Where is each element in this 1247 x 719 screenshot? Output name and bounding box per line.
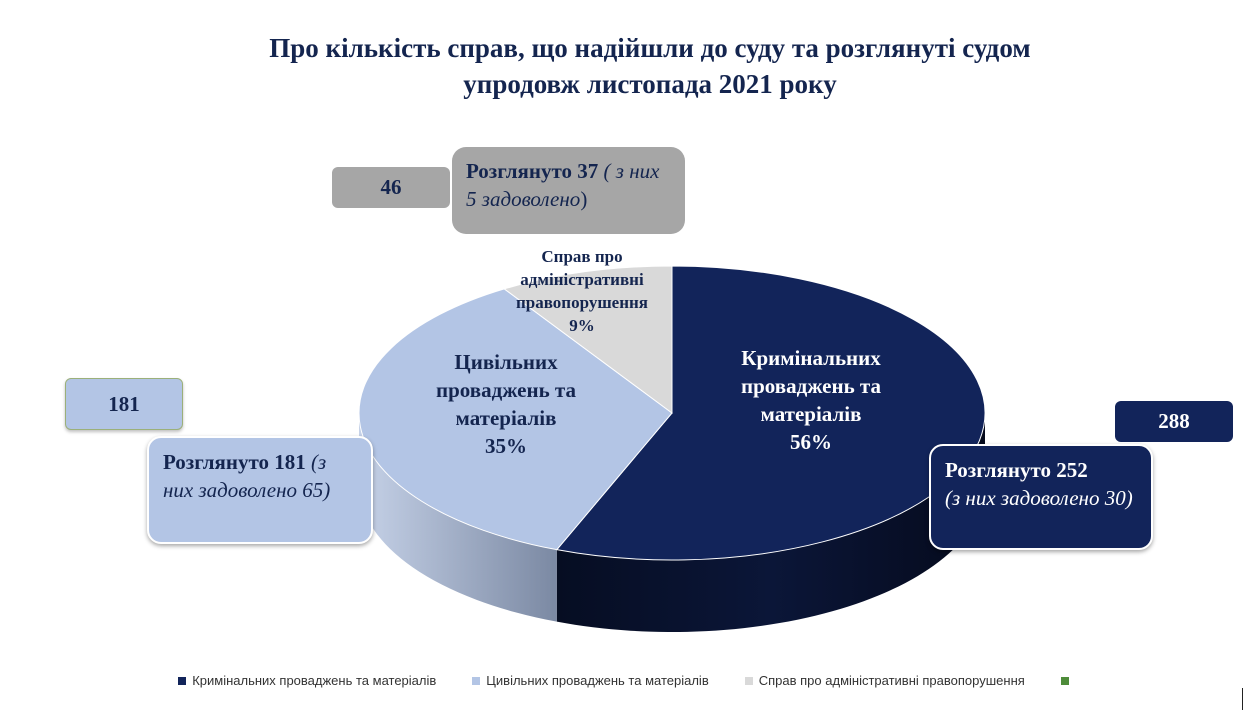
- chart-title: Про кількість справ, що надійшли до суду…: [150, 30, 1150, 102]
- civil-reviewed-callout: Розглянуто 181 (з них задоволено 65): [147, 436, 373, 544]
- chart-title-line-2: упродовж листопада 2021 року: [463, 69, 837, 99]
- legend-item-civil: Цивільних проваджень та матеріалів: [472, 673, 709, 688]
- admin-note-open: ( з: [598, 159, 624, 183]
- admin-count: 46: [380, 175, 402, 199]
- criminal-note: (з них задоволено 30): [945, 486, 1133, 510]
- slice-label-criminal: Кримінальних проваджень та матеріалів 56%: [741, 346, 882, 454]
- legend-item-admin: Справ про адміністративні правопорушення: [744, 673, 1025, 688]
- civil-note: них задоволено 65): [163, 478, 331, 502]
- legend-label-civil: Цивільних проваджень та матеріалів: [486, 673, 709, 688]
- criminal-reviewed-callout: Розглянуто 252 (з них задоволено 30): [929, 444, 1153, 550]
- criminal-reviewed: Розглянуто 252: [945, 458, 1088, 482]
- civil-note-open: (з: [305, 450, 327, 474]
- legend-swatch-admin: [744, 676, 753, 685]
- legend-swatch-criminal: [178, 676, 187, 685]
- criminal-count: 288: [1158, 409, 1190, 433]
- criminal-count-box: 288: [1115, 401, 1233, 442]
- admin-reviewed-callout: Розглянуто 37 ( з них 5 задоволено): [452, 147, 685, 234]
- slice-civil: [358, 288, 673, 551]
- admin-reviewed: Розглянуто 37: [466, 159, 599, 183]
- civil-count: 181: [108, 391, 140, 416]
- slice-label-admin: Справ про адміністративні правопорушення 9%: [516, 247, 648, 335]
- legend: Кримінальних проваджень та матеріалів Ци…: [0, 673, 1247, 688]
- civil-reviewed: Розглянуто 181: [163, 450, 306, 474]
- legend-swatch-civil: [472, 676, 481, 685]
- admin-note: них 5 задоволено: [466, 159, 660, 211]
- legend-swatch-extra: [1060, 676, 1069, 685]
- admin-count-box: 46: [332, 167, 450, 208]
- slice-label-civil: Цивільних проваджень та матеріалів 35%: [436, 350, 577, 458]
- slice-admin: [503, 265, 673, 414]
- slice-side-criminal: [556, 413, 985, 632]
- civil-count-box: 181: [65, 378, 183, 430]
- text-cursor: [1242, 688, 1243, 710]
- legend-label-admin: Справ про адміністративні правопорушення: [758, 673, 1025, 688]
- chart-title-line-1: Про кількість справ, що надійшли до суду…: [269, 33, 1031, 63]
- legend-item-extra: [1060, 673, 1069, 688]
- legend-item-criminal: Кримінальних проваджень та матеріалів: [178, 673, 436, 688]
- admin-note-close: ): [580, 187, 588, 211]
- slice-side-civil: [359, 413, 557, 622]
- slice-criminal: [555, 265, 986, 561]
- legend-label-criminal: Кримінальних проваджень та матеріалів: [192, 673, 437, 688]
